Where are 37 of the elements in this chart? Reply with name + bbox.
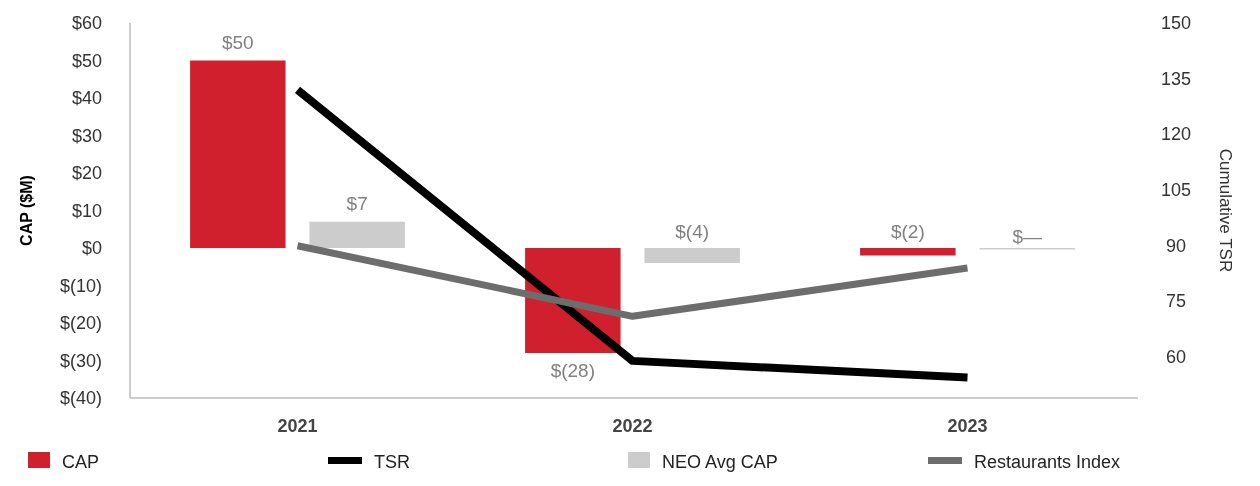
y-tick-label: $(10) — [59, 275, 102, 296]
legend-label: Restaurants Index — [974, 452, 1121, 472]
bar — [644, 248, 740, 263]
y-tick-label: $(20) — [59, 313, 102, 333]
y2-axis-title: Cumulative TSR — [1216, 148, 1235, 273]
y2-tick-label: 120 — [1160, 124, 1192, 145]
bar — [860, 248, 956, 256]
legend-label: NEO Avg CAP — [662, 452, 778, 472]
y2-tick-label: 135 — [1160, 68, 1192, 89]
data-label: $— — [1012, 226, 1042, 247]
y2-tick-label: 60 — [1165, 347, 1187, 368]
y-tick-label: $40 — [71, 88, 102, 108]
y-tick-label: $20 — [71, 163, 102, 183]
bar — [190, 60, 286, 248]
y2-tick-label: 105 — [1160, 180, 1192, 201]
x-tick-label: 2022 — [612, 416, 653, 436]
y-tick-label: $60 — [71, 13, 102, 33]
data-label: $(28) — [550, 360, 596, 381]
x-tick-label: 2021 — [277, 416, 318, 436]
legend-label: TSR — [374, 452, 410, 472]
data-label: $7 — [346, 192, 368, 214]
y-tick-label: $50 — [71, 50, 102, 71]
data-label: $50 — [221, 31, 254, 53]
y2-tick-label: 150 — [1160, 13, 1192, 33]
data-label: $(4) — [675, 221, 710, 242]
y-tick-label: $30 — [71, 125, 102, 146]
x-tick-label: 2023 — [947, 416, 988, 436]
legend-label: CAP — [62, 452, 100, 472]
y-tick-label: $0 — [81, 238, 102, 258]
y-tick-label: $(40) — [59, 388, 102, 408]
y-axis-title: CAP ($M) — [18, 175, 35, 246]
y2-tick-label: 90 — [1165, 235, 1187, 256]
data-label: $(2) — [890, 221, 925, 242]
y2-tick-label: 75 — [1165, 291, 1187, 312]
bar — [309, 221, 405, 248]
y-tick-label: $10 — [71, 200, 102, 221]
y-tick-label: $(30) — [59, 350, 102, 371]
